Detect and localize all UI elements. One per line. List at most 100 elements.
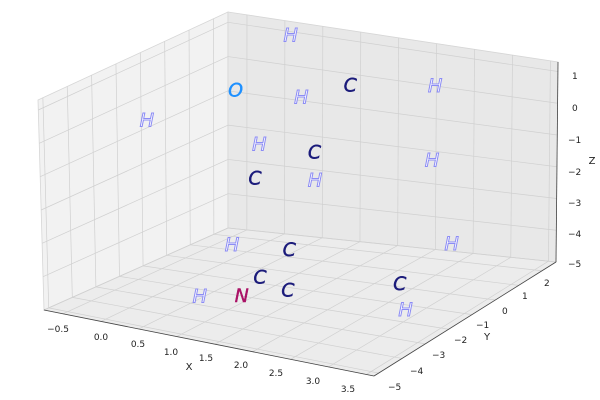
floor-grid-line [190, 244, 519, 286]
right-wall-grid-line [227, 193, 557, 231]
z-tick-label: 0 [572, 104, 578, 114]
left-wall-grid-line [40, 124, 229, 211]
atom-h: H [445, 233, 459, 255]
floor-grid-line [252, 249, 436, 353]
x-tick-label: 1.0 [164, 348, 179, 358]
floor-grid-line [100, 233, 285, 322]
floor-grid-line [62, 229, 247, 315]
right-wall-grid-line [510, 55, 513, 258]
floor-grid-line [290, 253, 474, 360]
atom-c: C [308, 141, 322, 163]
z-tick-label: −4 [568, 230, 582, 240]
left-wall-grid-line [42, 193, 229, 277]
y-axis-label: Y [483, 332, 491, 343]
z-tick-label: −1 [568, 136, 581, 146]
floor-grid-line [138, 237, 323, 330]
left-wall-grid-line [188, 30, 191, 245]
y-tick-label: 0 [502, 307, 508, 317]
atom-h: H [252, 134, 266, 156]
z-tick-labels: 1 0 −1 −2 −3 −4 −5 [568, 72, 582, 270]
left-wall-grid-line [43, 227, 229, 311]
left-wall-grid-line [39, 56, 229, 144]
right-wall-grid-line [359, 32, 362, 242]
floor-grid-line [328, 257, 511, 368]
x-tick-label: 0.0 [94, 333, 109, 343]
atom-n: N [235, 285, 249, 307]
floor-grid-line [176, 241, 361, 337]
floor-grid-line [214, 245, 398, 345]
left-wall-grid-line [66, 86, 73, 298]
x-tick-label: 0.5 [131, 340, 145, 350]
z-axis-label: Z [589, 156, 596, 167]
x-tick-labels: −0.5 0.0 0.5 1.0 1.5 2.0 2.5 3.0 3.5 [47, 325, 355, 395]
right-wall-grid-line [227, 21, 558, 72]
floor-grid-line [366, 260, 549, 375]
x-tick-label: 1.5 [199, 354, 213, 364]
floor-grid-line [166, 254, 496, 301]
atom-c: C [283, 239, 297, 261]
atom-h: H [428, 75, 442, 97]
floor-grid-line [95, 286, 426, 345]
atom-h: H [308, 170, 322, 192]
atom-h: H [284, 25, 298, 47]
x-tick-label: 3.5 [341, 385, 355, 395]
y-tick-label: −3 [432, 351, 445, 361]
x-tick-label: 2.5 [269, 369, 283, 379]
atom-h: H [425, 149, 439, 171]
x-tick-label: −0.5 [47, 325, 69, 335]
atom-c: C [281, 279, 295, 301]
left-wall-grid-line [164, 41, 168, 256]
left-wall-grid-line [38, 21, 229, 111]
left-wall-grid-line [42, 97, 50, 308]
z-tick-label: −5 [568, 260, 581, 270]
y-tick-label: 1 [522, 292, 528, 302]
right-wall-grid-line [227, 124, 557, 168]
atom-h: H [225, 234, 239, 256]
y-tick-labels: −5 −4 −3 −2 −1 0 1 2 [388, 279, 550, 393]
y-tick-label: −1 [476, 321, 489, 331]
z-tick-label: −3 [568, 199, 581, 209]
right-wall-grid-line [397, 37, 400, 246]
right-wall-grid-line [227, 56, 558, 104]
atom-o: O [228, 80, 243, 102]
floor-grid-line [72, 297, 403, 359]
right-wall-grid-line [321, 26, 324, 238]
atom-h: H [398, 299, 412, 321]
atom-h: H [193, 285, 207, 307]
y-tick-label: 2 [544, 279, 550, 289]
floor-grid-line [213, 233, 543, 272]
x-tick-label: 3.0 [306, 377, 321, 387]
z-tick-label: 1 [572, 72, 578, 82]
right-wall-grid-line [435, 43, 437, 250]
atom-c: C [248, 167, 262, 189]
axes [43, 61, 559, 377]
floor-grid-line [143, 265, 473, 315]
right-wall-grid-line [227, 159, 557, 199]
y-tick-label: −5 [388, 383, 401, 393]
left-wall-grid-line [115, 63, 120, 277]
right-wall-grid-line [227, 227, 557, 263]
pane-right [227, 11, 559, 263]
atom-c: C [393, 273, 407, 295]
grid-lines [38, 14, 558, 375]
right-wall-grid-line [472, 49, 475, 254]
y-tick-label: −2 [454, 336, 467, 346]
atom-c: C [253, 266, 267, 288]
x-tick-label: 2.0 [234, 361, 249, 371]
z-axis-line [555, 61, 559, 263]
floor-grid-line [119, 276, 449, 330]
x-axis-line [43, 309, 375, 377]
floor-grid-line [48, 307, 379, 374]
atom-h: H [140, 110, 154, 132]
z-tick-label: −2 [568, 168, 581, 178]
left-wall-grid-line [91, 75, 97, 287]
x-axis-label: X [186, 362, 193, 373]
atom-c: C [344, 75, 358, 97]
right-wall-grid-line [227, 90, 558, 136]
right-wall-grid-line [548, 60, 551, 262]
left-wall-grid-line [41, 159, 229, 244]
y-tick-label: −4 [410, 367, 424, 377]
left-wall-grid-line [139, 52, 144, 266]
